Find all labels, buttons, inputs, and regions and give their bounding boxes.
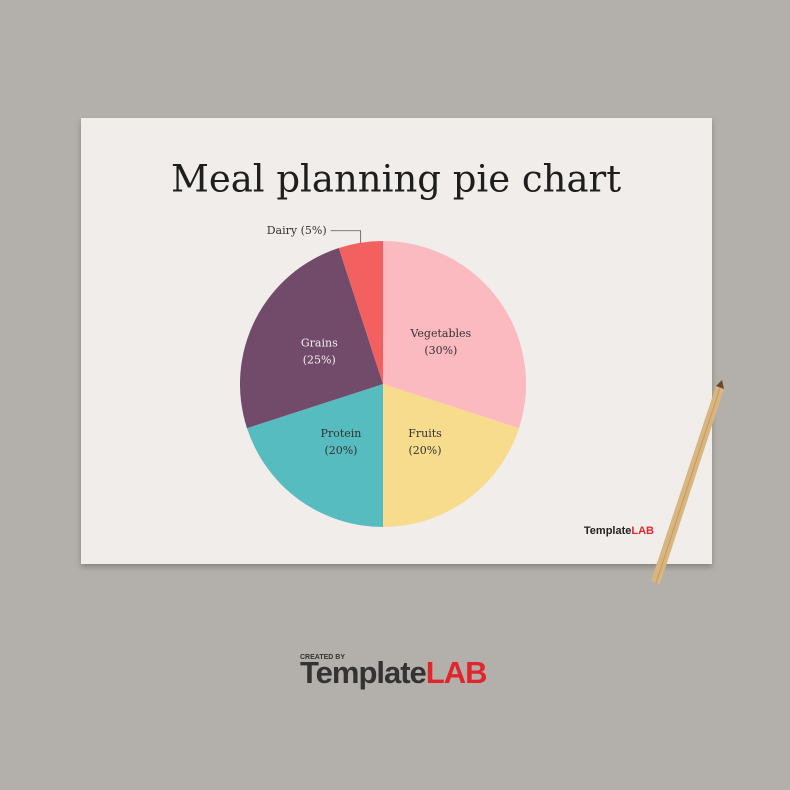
value-label: (20%)	[409, 444, 442, 457]
category-label: Protein	[321, 427, 362, 440]
leader-line	[330, 230, 362, 243]
footer-suffix: LAB	[426, 655, 487, 690]
category-label: Vegetables	[409, 327, 471, 340]
footer-logo: TemplateLAB	[300, 655, 487, 690]
chart-title: Meal planning pie chart	[171, 158, 621, 201]
pie-slice	[338, 241, 383, 384]
category-label: Fruits	[408, 427, 442, 440]
value-label: (5%)	[301, 224, 327, 237]
pie-slice	[383, 241, 526, 429]
category-label: Grains	[301, 337, 338, 350]
pencil	[651, 380, 724, 584]
watermark-prefix: Template	[584, 525, 631, 537]
value-label: (30%)	[424, 344, 457, 357]
watermark-suffix: LAB	[631, 525, 654, 537]
watermark: TemplateLAB	[584, 525, 654, 537]
created-by: CREATED BY	[300, 654, 345, 661]
footer-prefix: Template	[300, 655, 427, 690]
pie-slice	[239, 247, 383, 429]
value-label: (20%)	[324, 444, 357, 457]
pie-slice	[383, 384, 520, 527]
category-label: Dairy	[267, 224, 298, 237]
slice-label: Dairy (5%)	[267, 224, 327, 237]
pie: Vegetables (30%) Fruits (20%) Protein (20%) Gr…	[239, 224, 526, 527]
pie-slice	[246, 384, 383, 527]
value-label: (25%)	[303, 354, 336, 367]
